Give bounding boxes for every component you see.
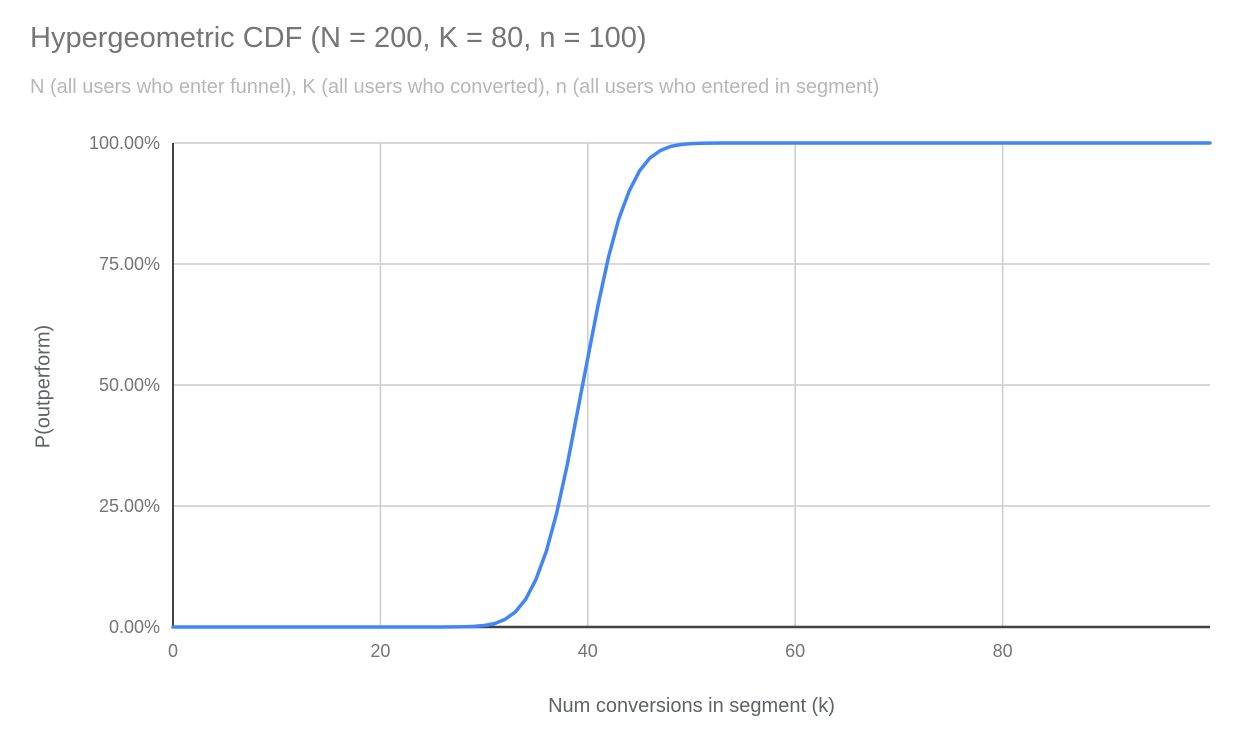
chart-subtitle: N (all users who enter funnel), K (all u… — [30, 76, 880, 98]
x-tick-label: 0 — [167, 641, 178, 661]
y-tick-label: 50.00% — [98, 375, 160, 395]
x-tick-label: 60 — [785, 641, 806, 661]
cdf-curve — [171, 141, 1212, 629]
y-tick-label: 0.00% — [108, 617, 160, 637]
y-tick-label: 25.00% — [98, 496, 160, 516]
y-tick-label: 75.00% — [98, 254, 160, 274]
x-tick-label: 40 — [577, 641, 598, 661]
y-tick-label: 100.00% — [88, 133, 160, 153]
x-axis-title: Num conversions in segment (k) — [548, 695, 835, 717]
x-tick-label: 20 — [370, 641, 391, 661]
chart-title: Hypergeometric CDF (N = 200, K = 80, n =… — [30, 22, 647, 54]
x-tick-label: 80 — [992, 641, 1013, 661]
